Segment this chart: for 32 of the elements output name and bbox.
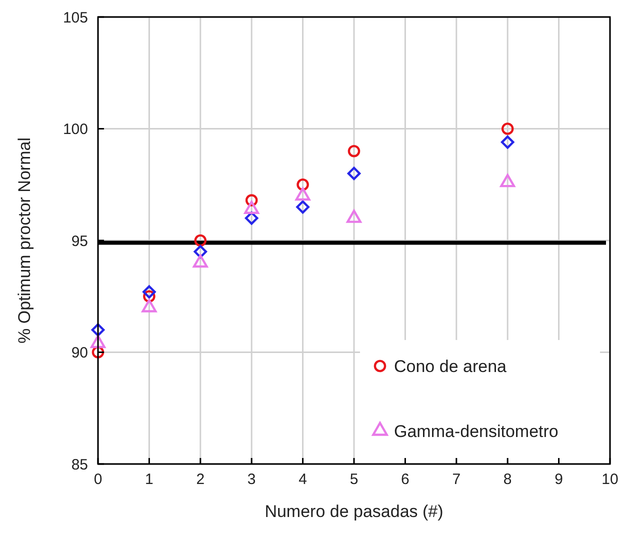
y-tick-label: 100 [62, 121, 88, 138]
x-tick-label: 5 [350, 471, 358, 488]
y-tick-label: 105 [62, 9, 88, 26]
point [143, 290, 156, 303]
x-tick-label: 6 [401, 471, 410, 488]
legend-label: Gamma-densitometro [394, 422, 558, 441]
x-tick-label: 9 [554, 471, 563, 488]
point [500, 136, 514, 149]
y-tick-label: 95 [71, 232, 88, 250]
point [91, 323, 105, 337]
point [194, 234, 207, 247]
x-tick-label: 7 [452, 471, 461, 488]
x-tick-label: 8 [503, 471, 512, 488]
point [244, 212, 258, 225]
point [296, 200, 310, 214]
x-tick-label: 2 [196, 471, 205, 488]
y-axis-title: % Optimum proctor Normal [15, 138, 34, 344]
x-tick-label: 10 [602, 471, 618, 488]
point [142, 285, 156, 299]
y-tick-label: 85 [71, 456, 88, 474]
point [347, 166, 361, 180]
x-tick-label: 1 [145, 471, 154, 488]
y-tick-label: 90 [71, 344, 88, 362]
legend-label: Cono de arena [394, 356, 508, 376]
point [194, 245, 208, 258]
point [348, 144, 360, 158]
point [296, 178, 309, 191]
x-tick-label: 0 [94, 471, 102, 488]
x-axis-title: Numero de pasadas (#) [264, 502, 444, 521]
x-tick-label: 3 [247, 471, 256, 488]
x-tick-label: 4 [298, 471, 307, 488]
point [501, 122, 514, 135]
